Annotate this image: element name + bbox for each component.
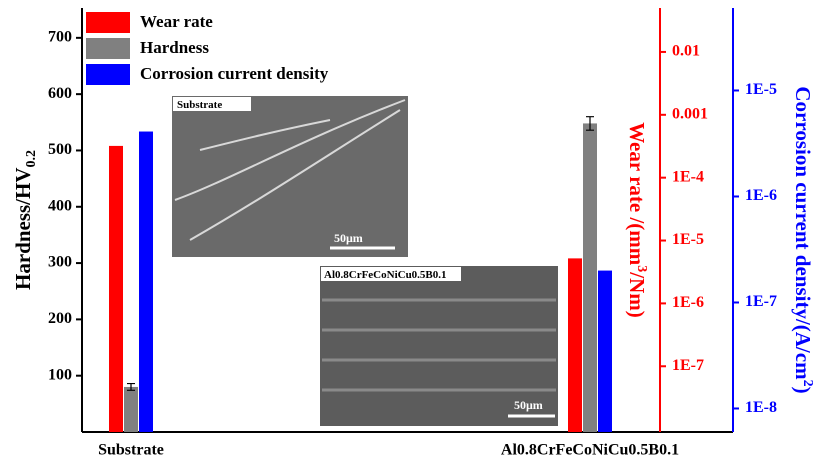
legend-swatch [86,38,130,59]
y3ticks-label: 1E-5 [745,81,777,98]
inset-label: Al0.8CrFeCoNiCu0.5B0.1 [324,269,447,281]
bar [568,258,582,432]
y3ticks-label: 1E-6 [745,187,777,204]
scale-label: 50μm [514,398,543,412]
x-tick-label: Substrate [98,442,164,459]
yticks-label: 300 [48,254,72,271]
sem-image [172,96,408,257]
chart: Hardness/HV0.2 Wear rate /(mm3/Nm) Corro… [0,0,814,462]
y3-axis-title-end: ) [791,387,814,394]
legend-label: Corrosion current density [140,64,329,83]
y-axis-title-sub: 0.2 [24,150,39,168]
yticks-label: 700 [48,29,72,46]
y2-axis-title: Wear rate /(mm3/Nm) [625,122,649,318]
y3-axis-title: Corrosion current density/(A/cm2) [791,86,814,393]
bar [109,146,123,432]
y2ticks-label: 1E-5 [672,231,704,248]
inset-alloy: Al0.8CrFeCoNiCu0.5B0.1 50μm [320,266,558,426]
inset-substrate: Substrate 50μm [172,96,408,257]
bar [583,123,597,432]
yticks-label: 500 [48,141,72,158]
y-axis-title-main: Hardness/HV [11,167,35,290]
legend-label: Hardness [140,38,209,57]
yticks-label: 400 [48,197,72,214]
y2-axis-title-sup: 3 [634,265,649,272]
y2ticks-label: 0.001 [672,105,708,122]
y2-axis-title-main: Wear rate /(mm [625,122,649,266]
bar [598,271,612,432]
y2-axis-title-end: /Nm) [625,271,649,318]
x-tick-label: Al0.8CrFeCoNiCu0.5B0.1 [501,442,679,459]
y2ticks-label: 0.01 [672,43,700,60]
y3ticks-label: 1E-7 [745,293,777,310]
legend-swatch [86,12,130,33]
y2ticks-label: 1E-4 [672,168,704,185]
y2ticks-label: 1E-7 [672,357,704,374]
yticks-label: 600 [48,85,72,102]
yticks-label: 100 [48,366,72,383]
y3-axis-title-sup: 2 [800,380,814,387]
y3ticks-label: 1E-8 [745,399,777,416]
yticks-label: 200 [48,310,72,327]
scale-label: 50μm [334,231,363,245]
legend-swatch [86,64,130,85]
bar [124,387,138,432]
bar [139,132,153,432]
inset-label: Substrate [177,99,222,111]
y-axis-title: Hardness/HV0.2 [11,150,39,290]
y2ticks-label: 1E-6 [672,294,704,311]
legend-label: Wear rate [140,12,213,31]
y3-axis-title-main: Corrosion current density/(A/cm [791,86,814,380]
